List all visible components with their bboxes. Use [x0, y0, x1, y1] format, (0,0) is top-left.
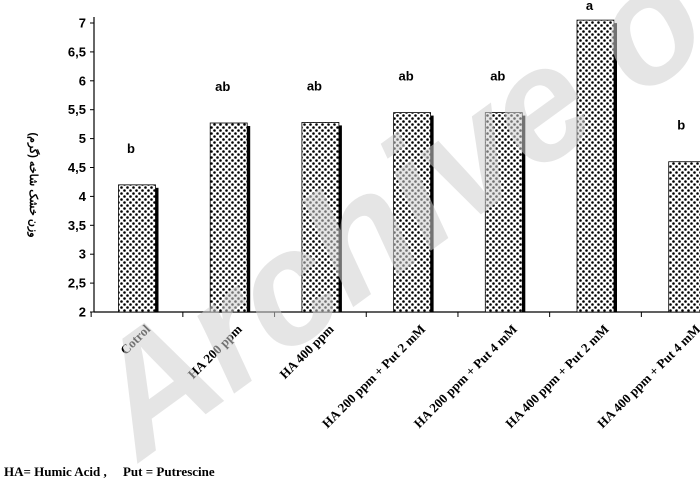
x-tick-label: Cotrol — [117, 321, 153, 357]
y-tick-label: 2,5 — [68, 276, 86, 291]
significance-letter: ab — [307, 78, 322, 93]
x-tick-label: HA 400 ppm — [276, 321, 336, 381]
bar-group — [119, 20, 700, 312]
x-tick-label: HA 400 ppm + Put 2 mM — [502, 322, 611, 431]
y-tick-label: 5,5 — [68, 102, 86, 117]
bar — [210, 123, 247, 312]
bar — [485, 113, 522, 312]
y-tick-label: 2 — [79, 305, 86, 320]
y-tick-label: 3,5 — [68, 218, 86, 233]
y-tick-label: 4,5 — [68, 160, 86, 175]
x-tick-label: HA 200 ppm + Put 2 mM — [319, 322, 428, 431]
y-tick-label: 6,5 — [68, 44, 86, 59]
bar — [119, 185, 156, 312]
x-tick-label: HA 200 ppm + Put 4 mM — [411, 322, 520, 431]
significance-letter: b — [677, 118, 685, 133]
y-tick-label: 6 — [79, 73, 86, 88]
significance-letter: b — [127, 141, 135, 156]
significance-letter: ab — [490, 69, 505, 84]
x-tick-label: HA 400 ppm + Put 4 mM — [594, 322, 700, 431]
significance-letter: ab — [399, 69, 414, 84]
y-tick-label: 3 — [79, 247, 86, 262]
y-tick-label: 4 — [79, 189, 87, 204]
y-axis-label: وزن خشک شاخه (گرم) — [27, 132, 41, 237]
bar — [302, 122, 339, 312]
footnote-abbreviations: HA= Humic Acid , Put = Putrescine — [4, 464, 215, 480]
bar — [394, 113, 431, 312]
bar — [577, 20, 614, 312]
significance-letter: ab — [215, 79, 230, 94]
x-tick-label: HA 200 ppm — [185, 321, 245, 381]
y-tick-label: 5 — [79, 131, 86, 146]
y-tick-label: 7 — [79, 16, 86, 31]
bar — [669, 162, 700, 312]
significance-letter: a — [586, 0, 594, 13]
